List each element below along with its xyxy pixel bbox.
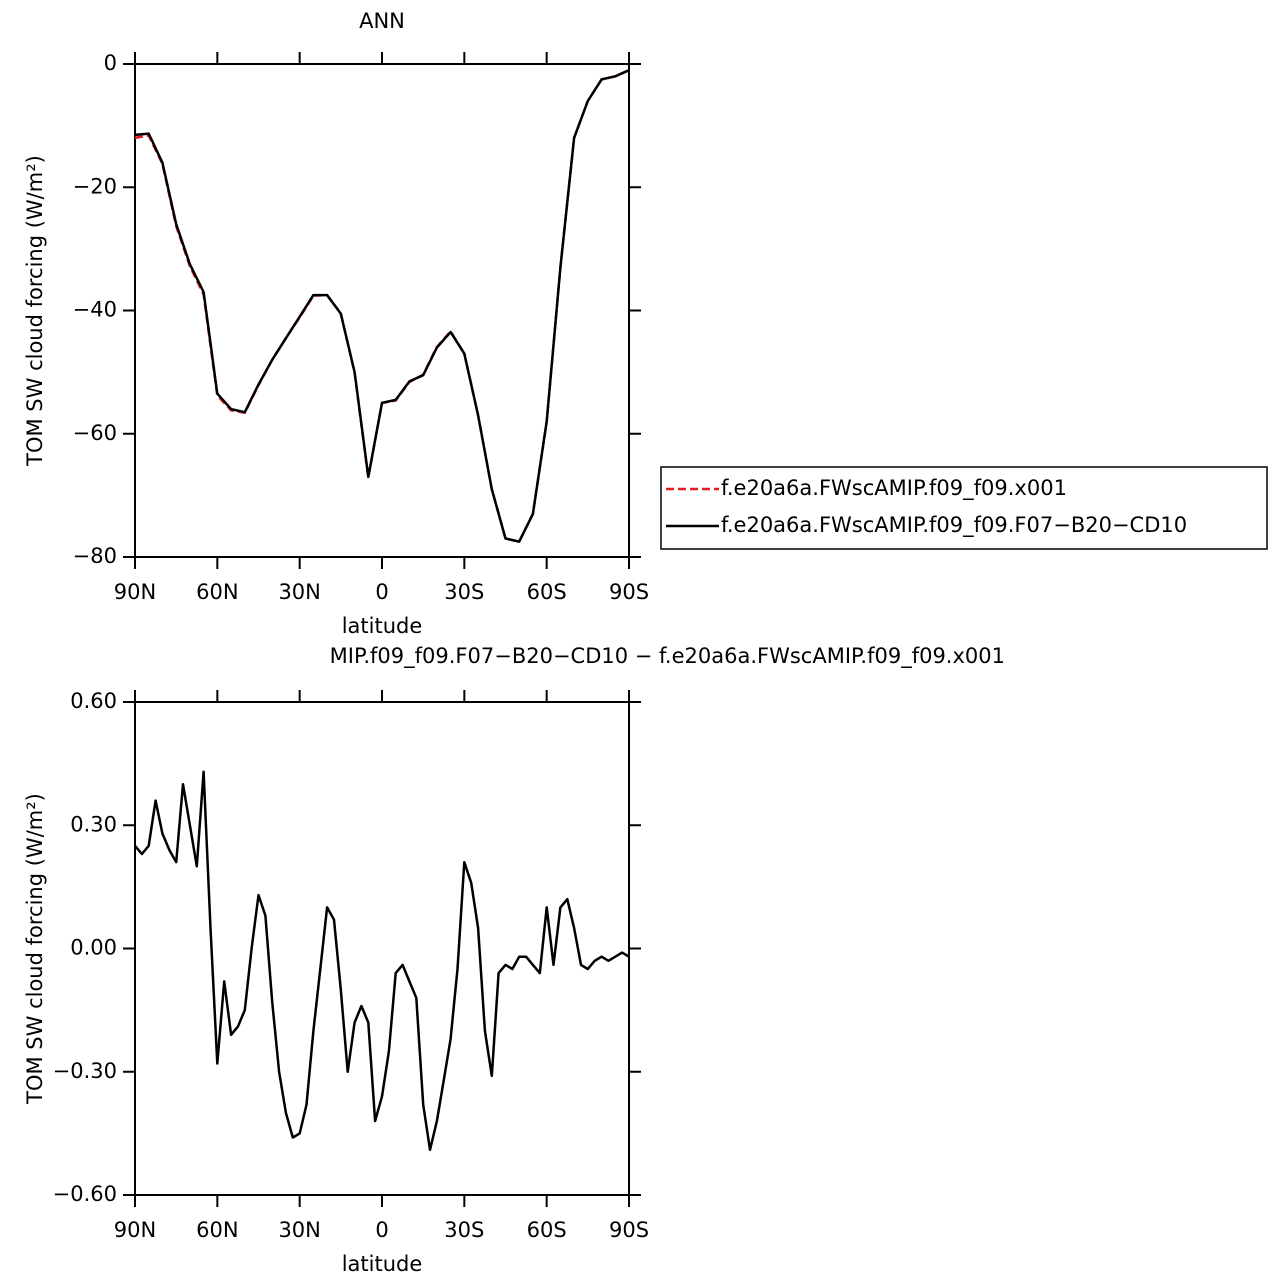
x-tick-label: 0 [375, 1218, 388, 1242]
x-tick-label: 90S [609, 1218, 649, 1242]
x-tick-label: 0 [375, 580, 388, 604]
x-tick-label: 60S [527, 580, 567, 604]
y-tick-label: 0.60 [70, 689, 117, 713]
y-tick-label: 0.30 [70, 812, 117, 836]
x-tick-label: 90N [114, 580, 156, 604]
data-line [134, 69, 630, 543]
y-axis-label: TOM SW cloud forcing (W/m²) [23, 793, 47, 1105]
chart-title: MIP.f09_f09.F07−B20−CD10 − f.e20a6a.FWsc… [330, 644, 1005, 669]
legend-label: f.e20a6a.FWscAMIP.f09_f09.F07−B20−CD10 [721, 513, 1187, 538]
y-tick-label: 0.00 [70, 936, 117, 960]
x-tick-label: 60S [527, 1218, 567, 1242]
x-tick-label: 30N [278, 1218, 320, 1242]
legend-label: f.e20a6a.FWscAMIP.f09_f09.x001 [721, 476, 1067, 501]
y-tick-label: −20 [73, 174, 117, 198]
y-tick-label: −40 [73, 298, 117, 322]
x-tick-label: 60N [196, 580, 238, 604]
x-tick-label: 30S [444, 580, 484, 604]
x-tick-label: 60N [196, 1218, 238, 1242]
x-tick-label: 90N [114, 1218, 156, 1242]
data-line [134, 770, 630, 1152]
plot-frame [134, 63, 630, 558]
y-tick-label: −0.30 [53, 1059, 117, 1083]
y-tick-label: −60 [73, 421, 117, 445]
y-axis-label: TOM SW cloud forcing (W/m²) [23, 155, 47, 467]
chart-title: ANN [359, 9, 405, 33]
legend-box [660, 466, 1268, 550]
x-axis-label: latitude [342, 614, 423, 638]
x-axis-label: latitude [342, 1252, 423, 1276]
x-tick-label: 30N [278, 580, 320, 604]
y-tick-label: 0 [104, 51, 117, 75]
y-tick-label: −0.60 [53, 1182, 117, 1206]
x-tick-label: 90S [609, 580, 649, 604]
y-tick-label: −80 [73, 544, 117, 568]
data-line [134, 69, 630, 543]
x-tick-label: 30S [444, 1218, 484, 1242]
